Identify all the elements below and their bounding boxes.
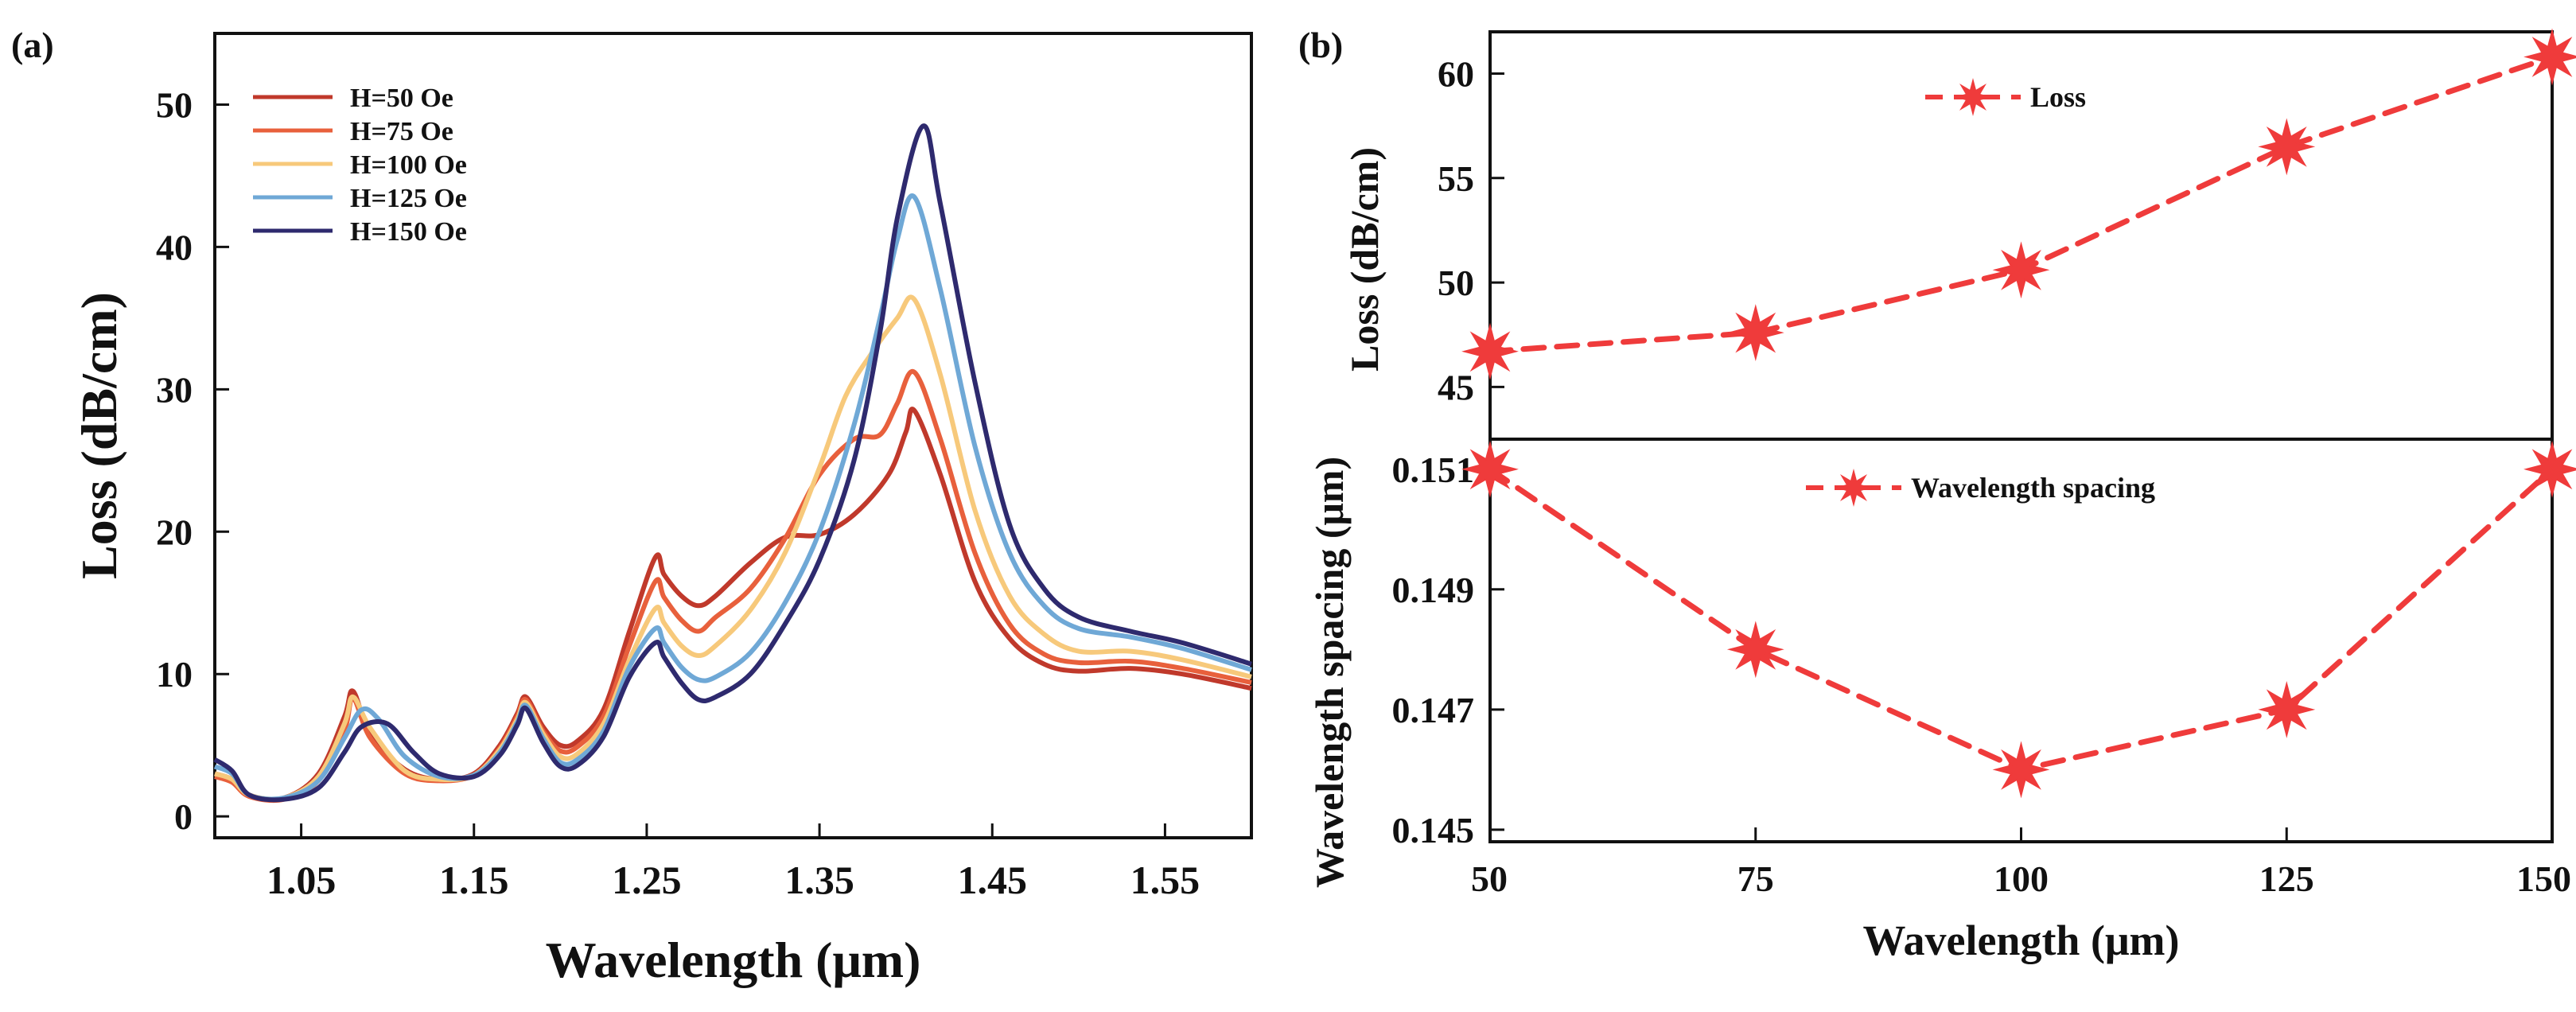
spacing-legend-marker (1835, 469, 1873, 507)
plot-frame-a (213, 32, 1253, 839)
x-tick-label-b: 150 (2516, 858, 2571, 899)
y-tick-label-a: 10 (156, 654, 193, 695)
y-tick-label-b-top: 45 (1438, 367, 1474, 407)
legend-label-a: H=50 Oe (350, 84, 453, 113)
legend-label-a: H=150 Oe (350, 217, 467, 247)
y-tick-label-b-top: 55 (1438, 158, 1474, 199)
spacing-data-point-marker (1726, 621, 1784, 679)
x-tick-label-a: 1.05 (267, 858, 337, 902)
y-tick-label-b-bottom: 0.149 (1392, 570, 1475, 610)
spacing-data-point-marker (2523, 440, 2576, 498)
x-tick-label-a: 1.55 (1130, 858, 1200, 902)
y-tick-label-b-bottom: 0.147 (1392, 690, 1475, 730)
spacing-data-point-marker (1461, 440, 1519, 498)
loss-data-point-marker (1726, 304, 1784, 362)
x-tick-label-b: 125 (2259, 858, 2314, 899)
x-tick-label-b: 50 (1471, 858, 1508, 899)
x-tick-label-a: 1.35 (784, 858, 854, 902)
loss-data-point-marker (1461, 322, 1519, 380)
y-tick-label-b-top: 50 (1438, 263, 1474, 303)
spacing-data-point-marker (2258, 680, 2316, 738)
loss-data-point-marker (2258, 118, 2316, 176)
legend-label-a: H=75 Oe (350, 117, 453, 146)
x-tick-label-a: 1.45 (958, 858, 1028, 902)
loss-legend-label: Loss (2030, 81, 2086, 113)
y-axis-label-b-bottom: Wavelength spacing (μm) (1307, 457, 1352, 888)
spacing-legend-label: Wavelength spacing (1911, 472, 2155, 504)
y-tick-label-a: 20 (156, 512, 193, 552)
legend-label-a: H=100 Oe (350, 150, 467, 180)
plot-frame-b (1488, 30, 2554, 843)
panel-b-label: (b) (1298, 25, 1344, 65)
legend-label-a: H=125 Oe (350, 184, 467, 213)
series-line-h-150-oe (213, 123, 1252, 803)
loss-legend-marker (1954, 78, 1992, 116)
chart-b-loss-and-spacing: 45 50 55 60 0.145 0.147 0.149 0.151 50 75 100 125 15… (1307, 28, 2576, 964)
series-line-h-100-oe (214, 294, 1252, 802)
loss-data-point-marker (2523, 28, 2576, 86)
series-group-a (213, 123, 1252, 804)
y-tick-label-a: 40 (156, 227, 193, 267)
x-tick-label-a: 1.25 (612, 858, 682, 902)
y-tick-label-a: 30 (156, 369, 193, 410)
chart-a-loss-spectra: 0 10 20 30 40 50 1.05 1.15 1.25 1.35 1.45 1.55 Wavel… (71, 32, 1253, 988)
y-tick-label-a: 50 (156, 84, 193, 125)
spacing-data-point-marker (1992, 741, 2050, 799)
x-tick-label-b: 100 (1994, 858, 2049, 899)
y-axis-label-b-top: Loss (dB/cm) (1342, 147, 1387, 372)
y-tick-label-b-top: 60 (1438, 54, 1474, 95)
y-tick-label-b-bottom: 0.151 (1392, 450, 1475, 490)
x-axis-label-a: Wavelength (μm) (546, 932, 921, 988)
x-axis-label-b: Wavelength (μm) (1862, 917, 2179, 964)
series-line-h-75-oe (214, 368, 1252, 804)
x-tick-label-a: 1.15 (439, 858, 509, 902)
y-axis-label-a: Loss (dB/cm) (71, 292, 127, 579)
x-tick-label-b: 75 (1737, 858, 1774, 899)
y-tick-label-b-bottom: 0.145 (1392, 810, 1475, 850)
panel-a-label: (a) (11, 25, 54, 65)
y-tick-label-a: 0 (174, 796, 193, 837)
loss-data-point-marker (1992, 241, 2050, 299)
